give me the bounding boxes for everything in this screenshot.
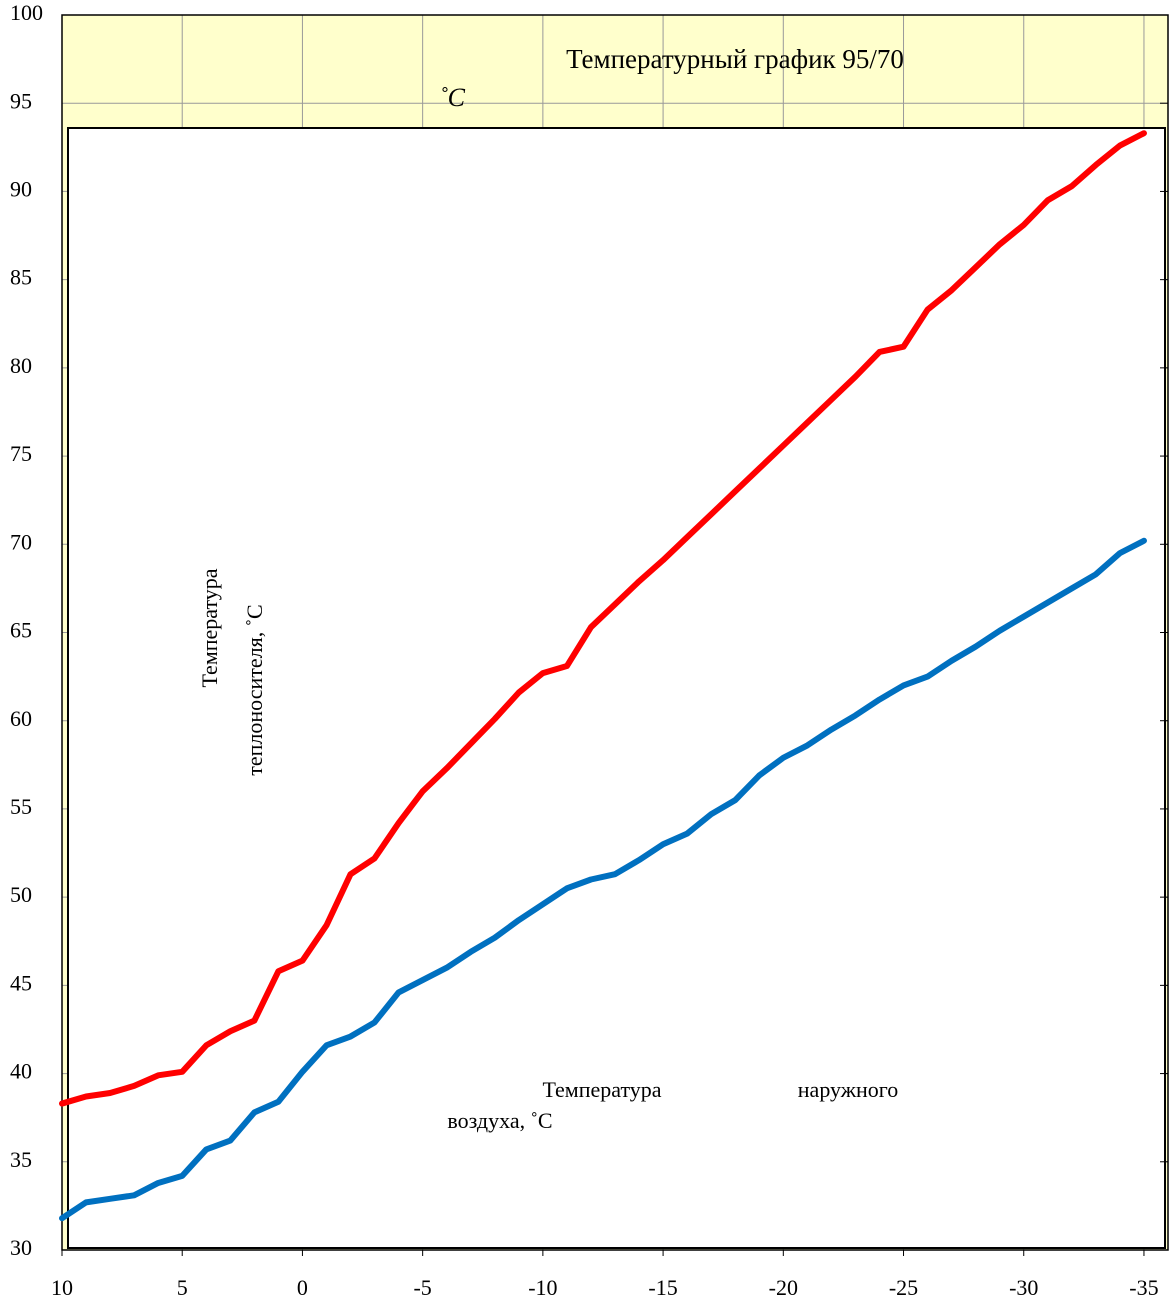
y-tick-label: 30 [10,1235,32,1260]
x-tick-label: -20 [769,1275,798,1300]
x-axis-label: наружного [798,1077,898,1102]
unit-note: ˚C [439,83,466,112]
x-tick-label: 5 [177,1275,188,1300]
y-tick-label: 50 [10,882,32,907]
x-tick-label: 0 [297,1275,308,1300]
y-tick-label: 95 [10,88,32,113]
y-tick-label: 60 [10,706,32,731]
y-tick-label: 35 [10,1147,32,1172]
y-tick-label: 55 [10,794,32,819]
x-tick-label: -15 [648,1275,677,1300]
x-tick-label: -30 [1009,1275,1038,1300]
y-tick-label: 40 [10,1059,32,1084]
data-line [59,130,1147,1107]
inner-plot-area [67,127,1166,1249]
y-tick-label: 80 [10,353,32,378]
x-tick-label: -5 [413,1275,431,1300]
x-axis-label: Температура [542,1077,661,1102]
x-tick-label: 10 [51,1275,73,1300]
y-tick-label: 75 [10,441,32,466]
x-tick-label: -10 [528,1275,557,1300]
chart-title: Температурный график 95/70 [566,44,904,74]
x-axis-label: воздуха, ˚C [447,1108,552,1133]
x-tick-label: -25 [889,1275,918,1300]
x-tick-label: -35 [1129,1275,1158,1300]
y-axis-label: теплоносителя, ˚C [242,604,267,775]
y-tick-label: 85 [10,265,32,290]
y-tick-label: 65 [10,618,32,643]
y-tick-label: 45 [10,970,32,995]
data-line [59,537,1147,1222]
y-axis-label: Температура [197,568,222,687]
y-tick-label: 100 [10,0,43,25]
y-tick-label: 70 [10,529,32,554]
y-tick-label: 90 [10,176,32,201]
